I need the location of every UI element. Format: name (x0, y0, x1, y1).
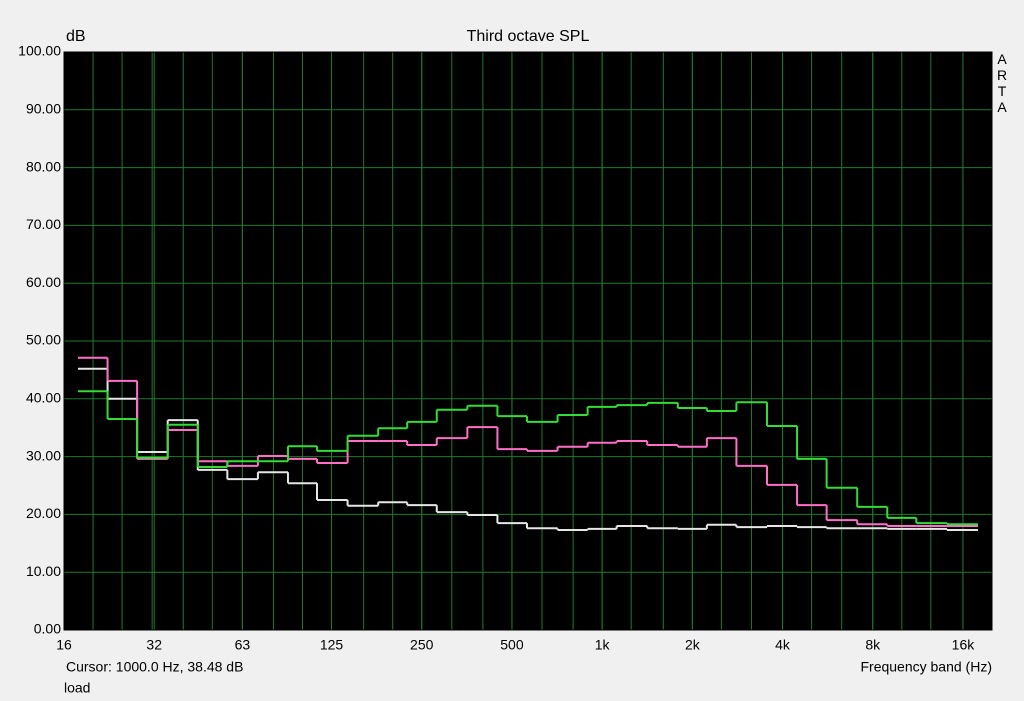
y-tick-label: 60.00 (26, 274, 61, 290)
y-tick-label: 10.00 (26, 563, 61, 579)
y-axis-label: dB (66, 28, 86, 45)
status-text: load (64, 680, 90, 696)
y-tick-label: 100.00 (18, 43, 61, 59)
y-tick-label: 80.00 (26, 158, 61, 174)
x-tick-label: 4k (775, 637, 791, 653)
x-tick-label: 1k (595, 637, 611, 653)
y-tick-label: 70.00 (26, 216, 61, 232)
x-axis-label: Frequency band (Hz) (860, 659, 992, 675)
x-tick-label: 500 (500, 637, 524, 653)
x-tick-label: 16k (952, 637, 976, 653)
y-tick-label: 90.00 (26, 101, 61, 117)
x-tick-label: 32 (146, 637, 162, 653)
x-tick-label: 16 (56, 637, 72, 653)
plot-frame (63, 51, 993, 631)
x-tick-label: 63 (235, 637, 251, 653)
x-tick-label: 2k (685, 637, 701, 653)
y-tick-label: 50.00 (26, 332, 61, 348)
y-tick-label: 20.00 (26, 505, 61, 521)
y-tick-label: 0.00 (34, 621, 61, 637)
x-tick-label: 125 (320, 637, 344, 653)
cursor-readout: Cursor: 1000.0 Hz, 38.48 dB (66, 659, 243, 675)
y-tick-label: 40.00 (26, 390, 61, 406)
x-tick-label: 8k (865, 637, 881, 653)
x-tick-label: 250 (410, 637, 434, 653)
y-tick-label: 30.00 (26, 447, 61, 463)
chart-title: Third octave SPL (467, 28, 590, 45)
